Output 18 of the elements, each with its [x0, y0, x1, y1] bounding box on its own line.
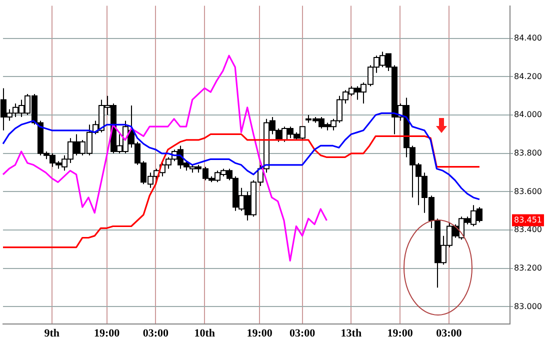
annotation: 83.451 [514, 215, 542, 224]
x-tick-label: 13th [340, 327, 362, 340]
y-tick-label: 84.400 [514, 33, 542, 42]
y-tick-label: 83.800 [514, 148, 542, 158]
y-tick-label: 83.000 [514, 302, 542, 311]
y-tick-label: 83.200 [514, 263, 542, 272]
y-tick-label: 84.000 [514, 110, 542, 120]
x-tick-label: 9th [44, 327, 60, 340]
x-tick-label: 03:00 [289, 327, 316, 340]
x-tick-label: 10th [194, 327, 215, 340]
x-tick-label: 19:00 [94, 327, 120, 340]
y-tick-label: 83.600 [514, 186, 542, 196]
x-tick-label: 19:00 [387, 327, 414, 340]
x-tick-label: 19:00 [246, 327, 273, 340]
x-tick-label: 03:00 [142, 327, 170, 340]
x-tick-label: 03:00 [436, 327, 462, 340]
y-tick-label: 83.400 [514, 225, 542, 234]
y-tick-label: 84.200 [514, 72, 542, 81]
